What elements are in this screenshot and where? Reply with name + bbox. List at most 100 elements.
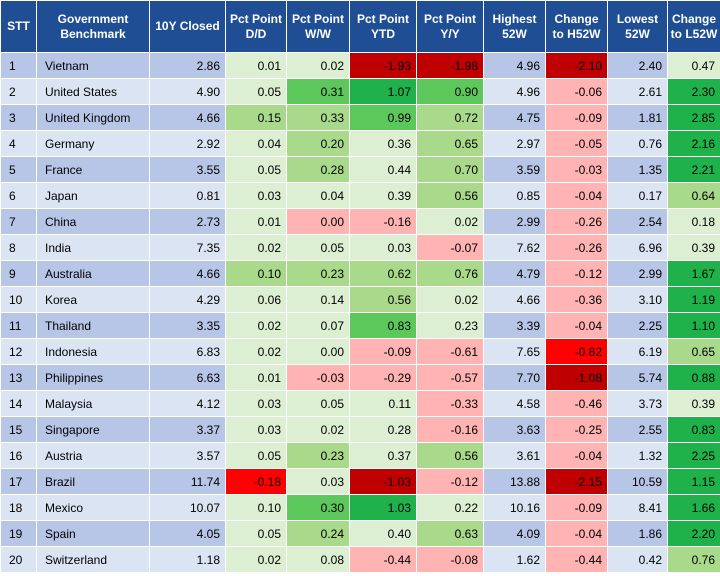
cell-closed: 2.86 [149,52,226,79]
cell-ytd: 0.40 [349,520,417,547]
cell-ww: 0.08 [286,546,350,573]
cell-ytd: -0.44 [349,546,417,573]
cell-ytd: -1.03 [349,468,417,495]
cell-ww: 0.14 [286,286,350,313]
cell-stt: 3 [0,104,37,131]
cell-name: Philippines [36,364,150,391]
header-dd: Pct Point D/D [225,0,287,53]
cell-ytd: 1.07 [349,78,417,105]
cell-chg-l: 0.39 [667,390,720,417]
cell-high: 1.62 [483,546,546,573]
cell-yy: -0.57 [416,364,484,391]
cell-name: Japan [36,182,150,209]
cell-stt: 9 [0,260,37,287]
cell-ww: 0.31 [286,78,350,105]
cell-low: 6.19 [607,338,668,365]
table-row: 19 Spain 4.05 0.05 0.24 0.40 0.63 4.09 -0.04 1.86… [0,520,720,547]
cell-yy: 0.02 [416,286,484,313]
cell-chg-h: -0.44 [545,546,608,573]
cell-closed: 6.63 [149,364,226,391]
cell-ytd: 1.03 [349,494,417,521]
cell-high: 4.79 [483,260,546,287]
cell-chg-h: -0.25 [545,416,608,443]
cell-closed: 2.92 [149,130,226,157]
cell-closed: 4.66 [149,260,226,287]
cell-low: 2.54 [607,208,668,235]
cell-yy: 0.76 [416,260,484,287]
cell-name: Malaysia [36,390,150,417]
cell-high: 3.61 [483,442,546,469]
cell-yy: -0.12 [416,468,484,495]
cell-closed: 1.18 [149,546,226,573]
cell-yy: 0.23 [416,312,484,339]
cell-closed: 3.37 [149,416,226,443]
cell-stt: 6 [0,182,37,209]
cell-name: Switzerland [36,546,150,573]
cell-high: 4.96 [483,52,546,79]
cell-chg-h: -0.04 [545,182,608,209]
cell-name: Indonesia [36,338,150,365]
cell-ww: 0.03 [286,468,350,495]
cell-chg-h: -0.04 [545,312,608,339]
cell-ww: 0.07 [286,312,350,339]
cell-ww: 0.30 [286,494,350,521]
table-row: 15 Singapore 3.37 0.03 0.02 0.28 -0.16 3.63 -0.2… [0,416,720,443]
cell-dd: 0.10 [225,494,287,521]
cell-chg-h: -0.82 [545,338,608,365]
cell-chg-h: -2.10 [545,52,608,79]
header-stt: STT [0,0,37,53]
cell-chg-l: 2.16 [667,130,720,157]
cell-dd: 0.01 [225,52,287,79]
cell-high: 2.99 [483,208,546,235]
cell-dd: 0.10 [225,260,287,287]
table-row: 13 Philippines 6.63 0.01 -0.03 -0.29 -0.57 7.70… [0,364,720,391]
cell-ytd: 0.44 [349,156,417,183]
cell-low: 5.74 [607,364,668,391]
cell-high: 7.70 [483,364,546,391]
header-row: STT Government Benchmark 10Y Closed Pct … [0,0,720,53]
cell-stt: 1 [0,52,37,79]
cell-dd: 0.02 [225,312,287,339]
cell-name: Brazil [36,468,150,495]
table-row: 6 Japan 0.81 0.03 0.04 0.39 0.56 0.85 -0.04 0.17 0… [0,182,720,209]
table-row: 10 Korea 4.29 0.06 0.14 0.56 0.02 4.66 -0.36 3.10… [0,286,720,313]
cell-low: 10.59 [607,468,668,495]
cell-ww: 0.04 [286,182,350,209]
cell-high: 4.58 [483,390,546,417]
cell-chg-l: 0.47 [667,52,720,79]
cell-stt: 12 [0,338,37,365]
cell-closed: 7.35 [149,234,226,261]
cell-name: India [36,234,150,261]
cell-high: 0.85 [483,182,546,209]
cell-chg-h: -0.36 [545,286,608,313]
cell-chg-l: 0.64 [667,182,720,209]
cell-name: China [36,208,150,235]
table-row: 8 India 7.35 0.02 0.05 0.03 -0.07 7.62 -0.26 6.96… [0,234,720,261]
cell-dd: 0.01 [225,364,287,391]
cell-dd: 0.05 [225,78,287,105]
cell-yy: -1.98 [416,52,484,79]
cell-yy: -0.33 [416,390,484,417]
cell-chg-l: 2.85 [667,104,720,131]
cell-yy: 0.02 [416,208,484,235]
table-row: 14 Malaysia 4.12 0.03 0.05 0.11 -0.33 4.58 -0.46… [0,390,720,417]
cell-chg-l: 1.67 [667,260,720,287]
cell-yy: -0.07 [416,234,484,261]
cell-stt: 20 [0,546,37,573]
cell-high: 4.66 [483,286,546,313]
cell-dd: 0.03 [225,390,287,417]
header-chg-high: Change to H52W [545,0,608,53]
cell-yy: 0.72 [416,104,484,131]
cell-name: Germany [36,130,150,157]
cell-chg-l: 2.25 [667,442,720,469]
cell-low: 0.42 [607,546,668,573]
cell-yy: 0.22 [416,494,484,521]
cell-closed: 3.35 [149,312,226,339]
cell-low: 2.55 [607,416,668,443]
cell-yy: 0.63 [416,520,484,547]
cell-high: 13.88 [483,468,546,495]
cell-yy: -0.16 [416,416,484,443]
cell-dd: 0.03 [225,182,287,209]
cell-chg-h: -1.08 [545,364,608,391]
cell-ww: 0.02 [286,52,350,79]
